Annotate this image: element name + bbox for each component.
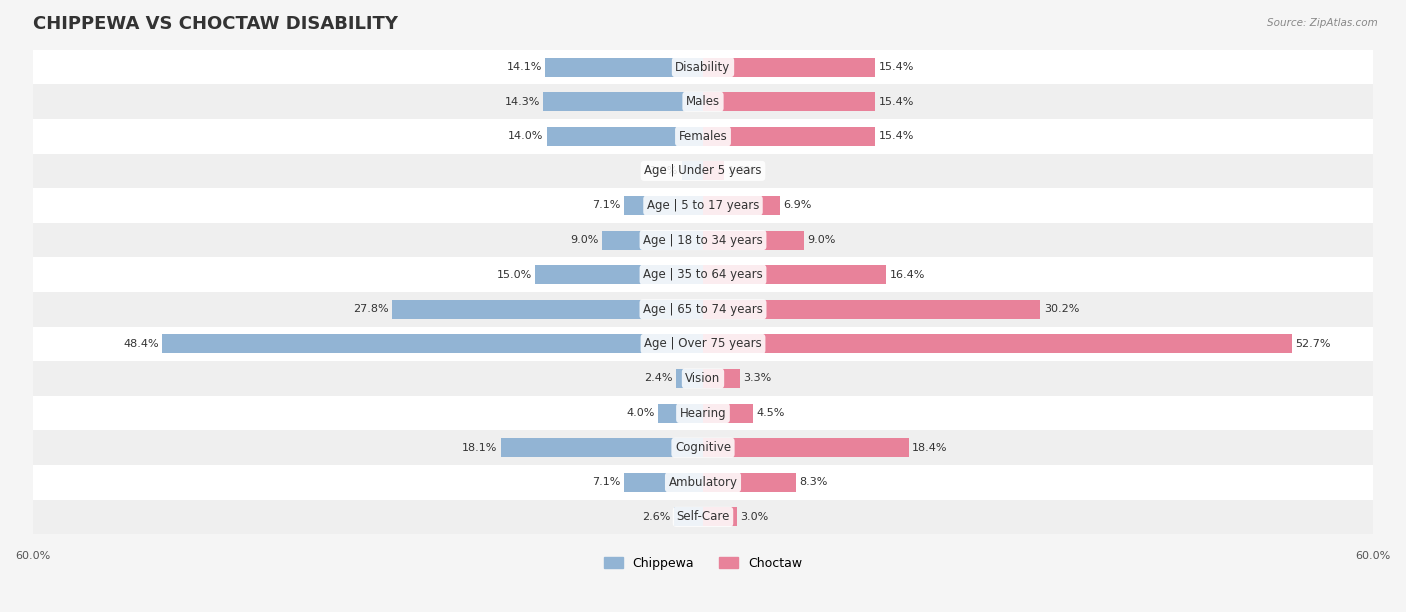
Text: Age | 5 to 17 years: Age | 5 to 17 years (647, 199, 759, 212)
Bar (703, 127, 875, 146)
Bar (547, 127, 703, 146)
Text: 16.4%: 16.4% (890, 270, 925, 280)
Bar (703, 403, 754, 422)
Text: Vision: Vision (685, 372, 721, 385)
Bar (536, 265, 703, 284)
Bar (162, 334, 703, 353)
Bar (658, 403, 703, 422)
Bar (32, 396, 1374, 430)
Bar (32, 119, 1374, 154)
Text: Hearing: Hearing (679, 406, 727, 420)
Bar (624, 472, 703, 492)
Text: Age | 35 to 64 years: Age | 35 to 64 years (643, 268, 763, 281)
Bar (703, 334, 1292, 353)
Bar (32, 430, 1374, 465)
Bar (32, 465, 1374, 499)
Text: 1.9%: 1.9% (650, 166, 679, 176)
Bar (703, 92, 875, 111)
Bar (543, 92, 703, 111)
Bar (546, 58, 703, 76)
Bar (32, 188, 1374, 223)
Text: 1.9%: 1.9% (727, 166, 756, 176)
Bar (501, 438, 703, 457)
Bar (624, 196, 703, 215)
Text: 9.0%: 9.0% (807, 235, 835, 245)
Text: Cognitive: Cognitive (675, 441, 731, 454)
Text: 6.9%: 6.9% (783, 201, 811, 211)
Bar (703, 507, 737, 526)
Text: 18.1%: 18.1% (463, 442, 498, 453)
Text: Source: ZipAtlas.com: Source: ZipAtlas.com (1267, 18, 1378, 28)
Bar (703, 438, 908, 457)
Legend: Chippewa, Choctaw: Chippewa, Choctaw (599, 551, 807, 575)
Text: 15.4%: 15.4% (879, 132, 914, 141)
Text: Age | Over 75 years: Age | Over 75 years (644, 337, 762, 351)
Text: Age | Under 5 years: Age | Under 5 years (644, 165, 762, 177)
Bar (32, 292, 1374, 327)
Text: Females: Females (679, 130, 727, 143)
Text: 2.6%: 2.6% (643, 512, 671, 522)
Bar (703, 231, 804, 250)
Text: 4.0%: 4.0% (627, 408, 655, 418)
Text: 48.4%: 48.4% (124, 339, 159, 349)
Bar (32, 499, 1374, 534)
Bar (703, 162, 724, 181)
Text: 14.1%: 14.1% (506, 62, 543, 72)
Text: 27.8%: 27.8% (353, 304, 389, 315)
Text: Age | 65 to 74 years: Age | 65 to 74 years (643, 303, 763, 316)
Text: CHIPPEWA VS CHOCTAW DISABILITY: CHIPPEWA VS CHOCTAW DISABILITY (32, 15, 398, 33)
Bar (602, 231, 703, 250)
Bar (703, 196, 780, 215)
Bar (703, 300, 1040, 319)
Bar (32, 223, 1374, 258)
Bar (32, 84, 1374, 119)
Text: 15.0%: 15.0% (496, 270, 531, 280)
Text: 2.4%: 2.4% (644, 373, 673, 384)
Text: 52.7%: 52.7% (1295, 339, 1330, 349)
Text: 15.4%: 15.4% (879, 97, 914, 106)
Bar (703, 472, 796, 492)
Bar (32, 258, 1374, 292)
Bar (32, 361, 1374, 396)
Bar (703, 369, 740, 388)
Text: 3.0%: 3.0% (740, 512, 768, 522)
Text: 8.3%: 8.3% (799, 477, 828, 487)
Text: Ambulatory: Ambulatory (668, 476, 738, 489)
Bar (703, 265, 886, 284)
Text: 30.2%: 30.2% (1043, 304, 1080, 315)
Bar (673, 507, 703, 526)
Text: Males: Males (686, 95, 720, 108)
Bar (392, 300, 703, 319)
Bar (703, 58, 875, 76)
Text: Age | 18 to 34 years: Age | 18 to 34 years (643, 234, 763, 247)
Text: 3.3%: 3.3% (744, 373, 772, 384)
Bar (32, 327, 1374, 361)
Bar (676, 369, 703, 388)
Text: 14.3%: 14.3% (505, 97, 540, 106)
Text: Disability: Disability (675, 61, 731, 73)
Text: 18.4%: 18.4% (912, 442, 948, 453)
Bar (32, 50, 1374, 84)
Text: 9.0%: 9.0% (571, 235, 599, 245)
Text: 14.0%: 14.0% (508, 132, 543, 141)
Bar (682, 162, 703, 181)
Bar (32, 154, 1374, 188)
Text: Self-Care: Self-Care (676, 510, 730, 523)
Text: 7.1%: 7.1% (592, 477, 620, 487)
Text: 15.4%: 15.4% (879, 62, 914, 72)
Text: 7.1%: 7.1% (592, 201, 620, 211)
Text: 4.5%: 4.5% (756, 408, 785, 418)
